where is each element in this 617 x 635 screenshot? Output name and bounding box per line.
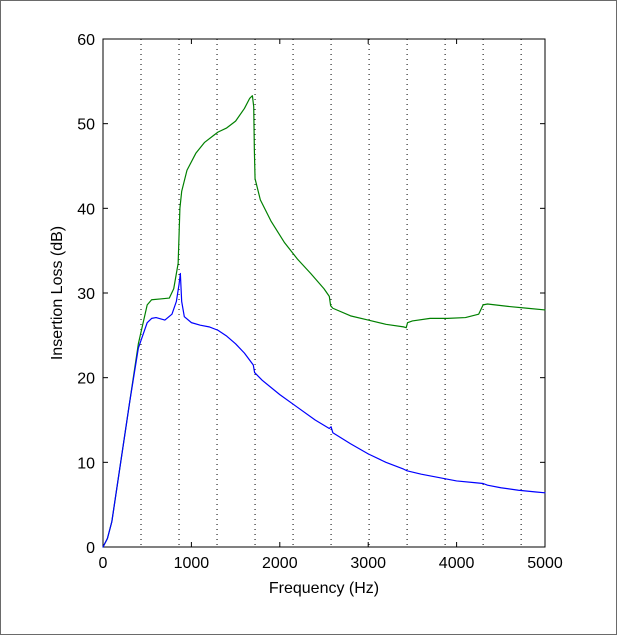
series-line-1: [102, 95, 546, 548]
x-tick-label: 2000: [262, 555, 298, 572]
y-tick-label: 40: [77, 201, 95, 218]
y-tick-label: 30: [77, 286, 95, 303]
y-tick-label: 60: [77, 32, 95, 49]
tick-labels: 0 1000 2000 3000 4000 5000 0 10 20 30 40 50 60: [77, 32, 563, 572]
x-axis-title: Frequency (Hz): [269, 580, 379, 597]
series-line-2: [102, 272, 546, 548]
y-tick-label: 50: [77, 117, 95, 134]
series-layer: [102, 95, 546, 548]
tick-marks: [102, 38, 546, 548]
x-tick-label: 3000: [350, 555, 386, 572]
y-tick-label: 20: [77, 371, 95, 388]
y-axis-title: Insertion Loss (dB): [49, 226, 66, 360]
x-tick-label: 5000: [527, 555, 563, 572]
gridlines: [140, 39, 522, 547]
plot-box: [102, 38, 546, 548]
x-tick-label: 4000: [439, 555, 475, 572]
y-tick-label: 0: [86, 540, 95, 557]
x-tick-label: 0: [99, 555, 108, 572]
y-tick-label: 10: [77, 455, 95, 472]
x-tick-label: 1000: [174, 555, 210, 572]
